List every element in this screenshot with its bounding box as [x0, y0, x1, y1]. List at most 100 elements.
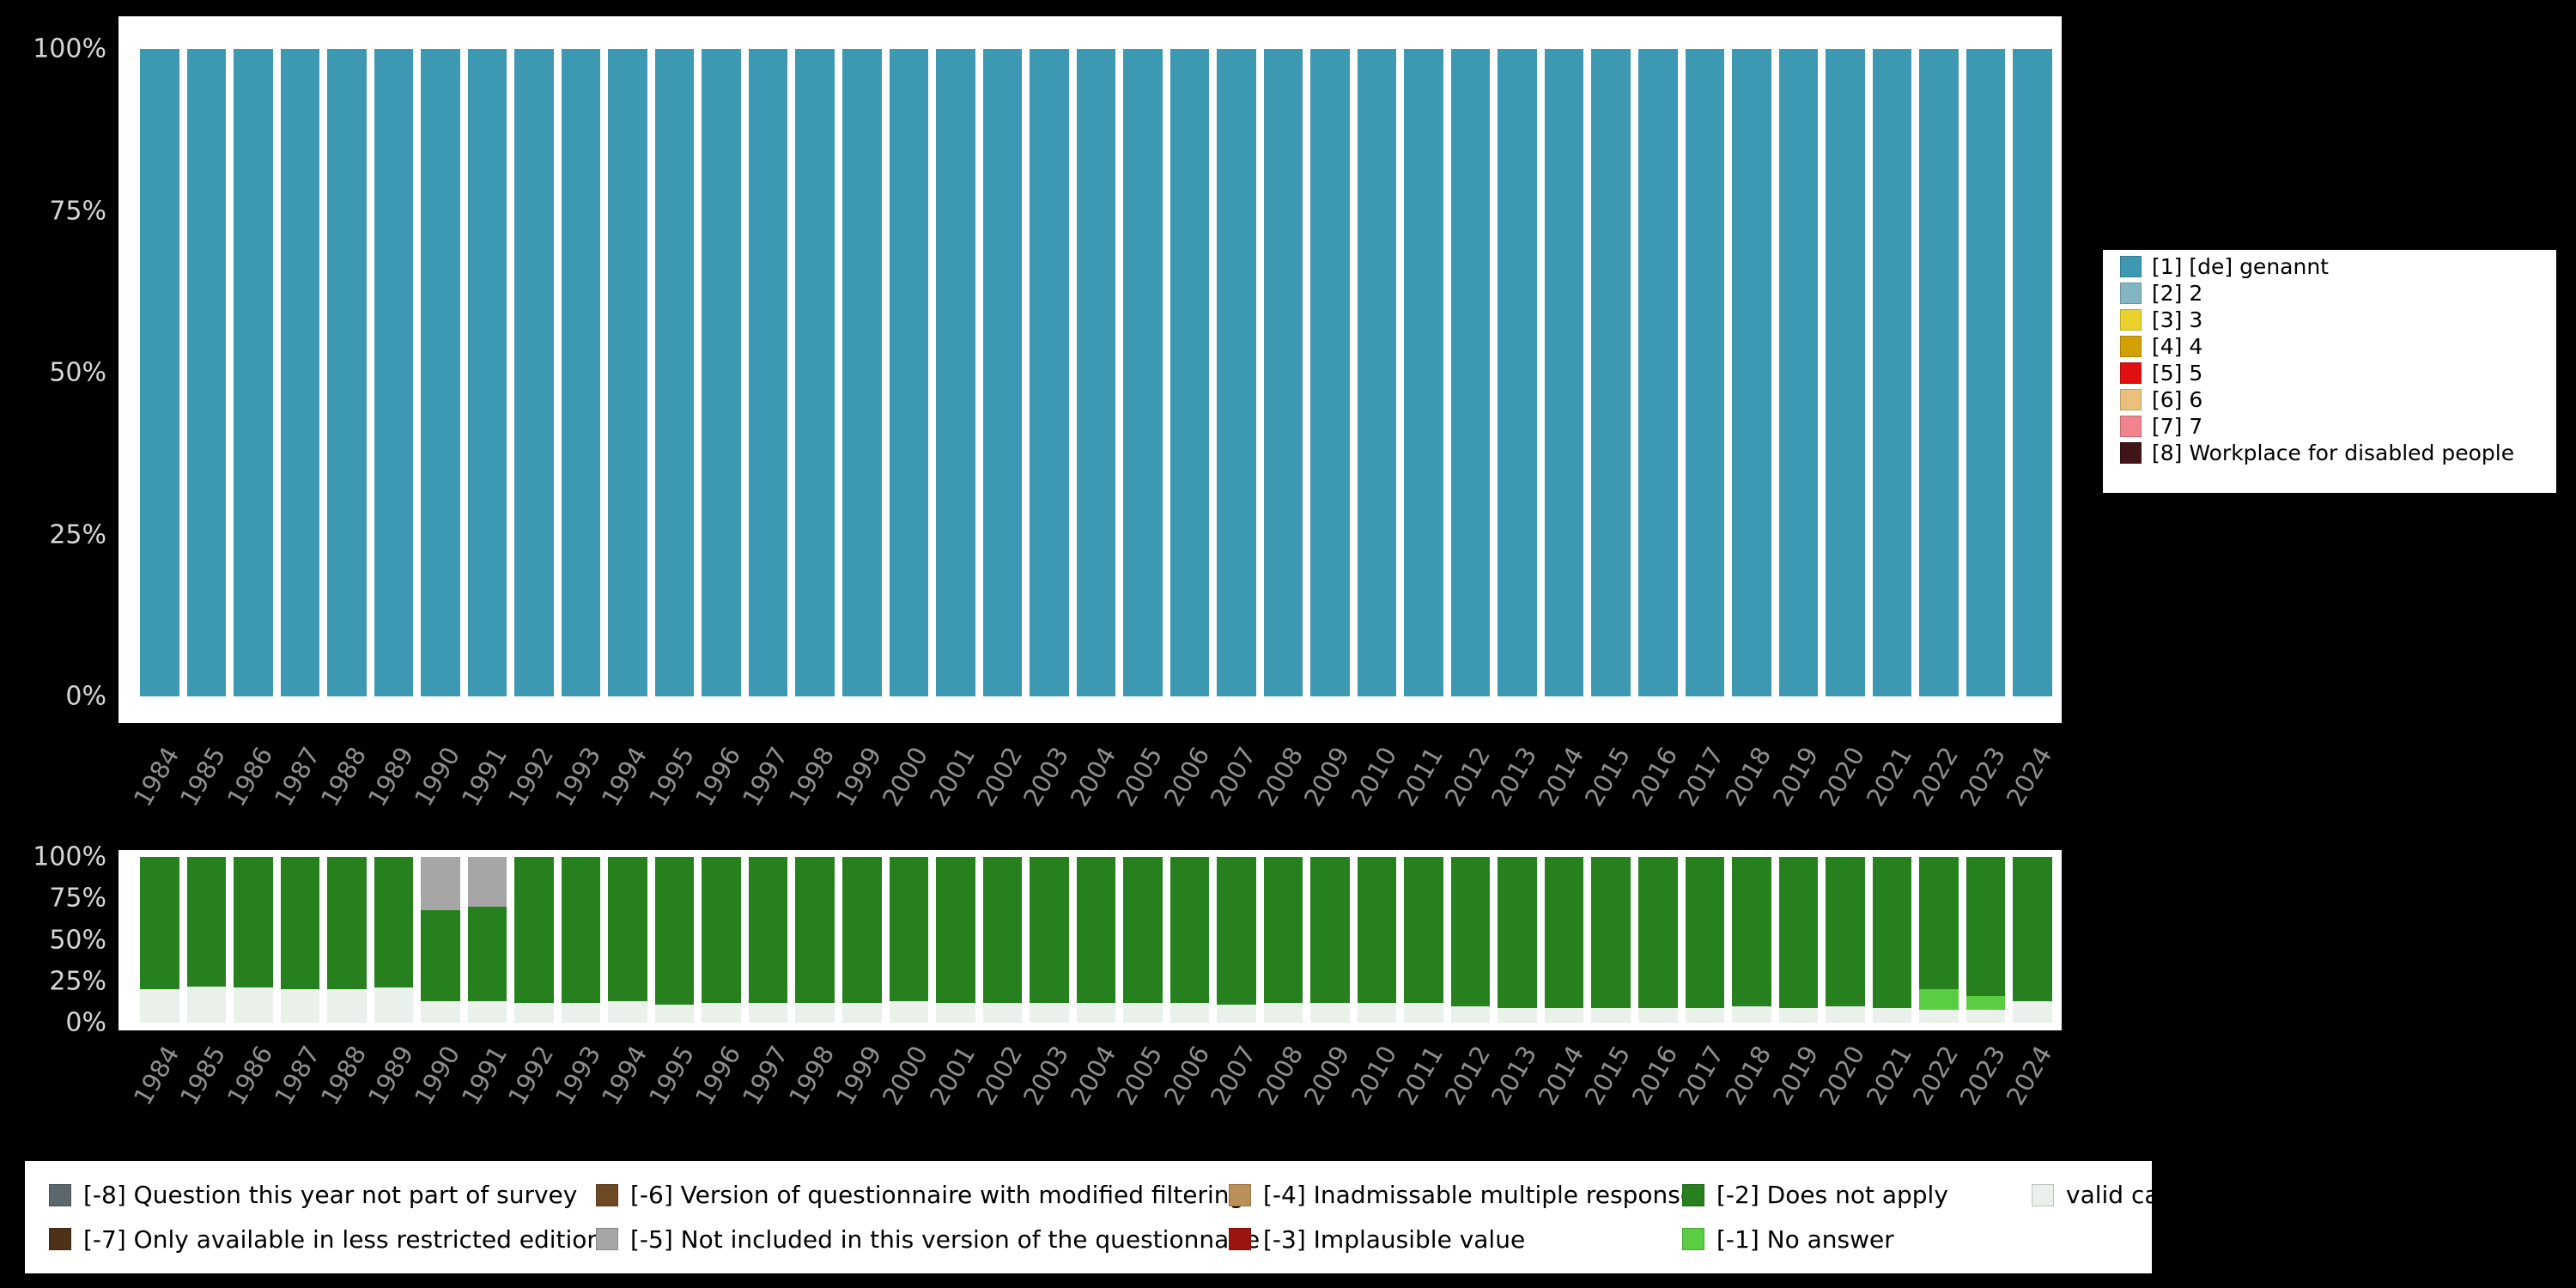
bar-1984	[140, 857, 179, 1023]
x-tick-label: 2011	[1392, 1041, 1449, 1110]
x-tick-label: 2002	[970, 1041, 1028, 1110]
x-tick: 2010	[1346, 737, 1402, 848]
x-tick: 1999	[830, 1036, 887, 1147]
bar-segment	[1778, 857, 1819, 1008]
x-tick: 1987	[268, 737, 325, 848]
bar-1985	[186, 49, 227, 696]
x-tick: 2017	[1673, 737, 1729, 848]
bar-segment	[1030, 857, 1069, 1003]
y-tick-label: 25%	[49, 519, 106, 550]
bar-segment	[1123, 49, 1163, 696]
x-tick: 2001	[924, 737, 981, 848]
legend-swatch	[2120, 362, 2142, 384]
y-tick-label: 25%	[49, 966, 106, 997]
x-tick: 1996	[690, 1036, 746, 1147]
x-tick-label: 1990	[409, 1041, 466, 1110]
bar-2016	[1638, 857, 1678, 1023]
x-tick-label: 2000	[877, 742, 934, 811]
bar-segment	[1217, 1004, 1256, 1023]
bar-segment	[608, 1000, 647, 1023]
x-tick-label: 2003	[1017, 1041, 1075, 1110]
legend-swatch	[596, 1183, 618, 1206]
missings-chart-panel	[118, 850, 2062, 1030]
bar-segment	[608, 857, 647, 1001]
bar-segment	[936, 49, 975, 696]
x-tick: 2008	[1252, 1036, 1309, 1147]
bar-segment	[1076, 1002, 1116, 1023]
bar-segment	[561, 49, 601, 696]
bar-1996	[702, 49, 741, 696]
x-tick: 2002	[970, 1036, 1027, 1147]
bar-segment	[1404, 1002, 1443, 1023]
legend-label: [2] 2	[2152, 281, 2203, 306]
bar-1999	[841, 857, 882, 1023]
bar-segment	[608, 49, 647, 696]
values-chart-panel	[118, 16, 2062, 723]
x-tick-label: 1993	[549, 742, 606, 811]
y-tick-label: 100%	[33, 33, 106, 64]
x-tick-label: 2011	[1392, 742, 1449, 811]
legend-label: [-1] No answer	[1716, 1224, 1894, 1254]
bar-2008	[1263, 49, 1303, 696]
x-tick-label: 2003	[1017, 742, 1075, 811]
bar-segment	[1826, 49, 1865, 696]
y-tick-label: 0%	[65, 1007, 106, 1038]
x-tick-label: 2013	[1485, 1041, 1543, 1110]
x-tick-label: 2022	[1907, 742, 1965, 811]
x-tick-label: 2023	[1953, 742, 2011, 811]
bar-segment	[327, 989, 367, 1023]
x-tick: 1984	[128, 737, 185, 848]
x-tick: 2016	[1626, 1036, 1683, 1147]
bar-2019	[1778, 49, 1819, 696]
legend-label: [-6] Version of questionnaire with modif…	[630, 1181, 1245, 1210]
bar-segment	[936, 857, 975, 1003]
x-tick: 2017	[1673, 1036, 1729, 1147]
bar-segment	[1778, 1007, 1819, 1023]
x-tick: 1997	[737, 737, 793, 848]
legend-item: [-4] Inadmissable multiple response	[1229, 1181, 1695, 1209]
missings-chart-x-axis: 1984 1985 1986 1987 1988 1989 1990 1991 1992 1993…	[128, 1036, 2058, 1147]
bar-2006	[1170, 857, 1210, 1023]
bar-2004	[1076, 49, 1116, 696]
bar-2006	[1170, 49, 1210, 696]
bar-segment	[1778, 49, 1819, 696]
x-tick: 1985	[174, 1036, 231, 1147]
x-tick-label: 1984	[127, 742, 185, 811]
legend-label: [-8] Question this year not part of surv…	[83, 1181, 578, 1210]
values-chart: 100% 75% 50% 25% 0% 1984 1985 1986 1987 1988 1989…	[33, 16, 2062, 811]
bar-segment	[1638, 1007, 1678, 1023]
bar-segment	[1732, 857, 1771, 1006]
bar-segment	[889, 1000, 929, 1023]
legend-swatch	[1682, 1228, 1704, 1251]
x-tick-label: 1988	[314, 1041, 373, 1110]
x-tick-label: 2016	[1625, 1041, 1684, 1110]
x-tick: 1992	[502, 737, 559, 848]
bar-2002	[982, 857, 1023, 1023]
bar-segment	[280, 857, 320, 990]
x-tick: 2005	[1111, 1036, 1168, 1147]
bar-1991	[467, 49, 507, 696]
x-tick-label: 2016	[1625, 742, 1684, 811]
bar-segment	[1965, 1009, 2006, 1023]
legend-item: [5] 5	[2120, 360, 2556, 386]
x-tick-label: 1995	[642, 1041, 701, 1110]
legend-item: [3] 3	[2120, 307, 2556, 333]
legend-label: [1] [de] genannt	[2152, 254, 2329, 279]
x-tick: 2001	[924, 1036, 981, 1147]
x-tick: 2003	[1018, 737, 1074, 848]
bar-segment	[467, 906, 507, 1001]
bar-segment	[1965, 996, 2006, 1010]
bar-segment	[1076, 49, 1116, 696]
bar-segment	[1638, 857, 1678, 1008]
legend-label: [4] 4	[2152, 334, 2203, 359]
bar-segment	[1263, 49, 1303, 696]
x-tick-label: 1986	[221, 1041, 279, 1110]
x-tick-label: 1997	[736, 742, 794, 811]
x-tick: 1987	[268, 1036, 325, 1147]
bar-segment	[1685, 1007, 1725, 1023]
x-tick-label: 1996	[690, 1041, 747, 1110]
bar-segment	[421, 909, 460, 1001]
bar-segment	[467, 49, 507, 696]
bar-1997	[748, 49, 788, 696]
bar-segment	[1685, 49, 1725, 696]
